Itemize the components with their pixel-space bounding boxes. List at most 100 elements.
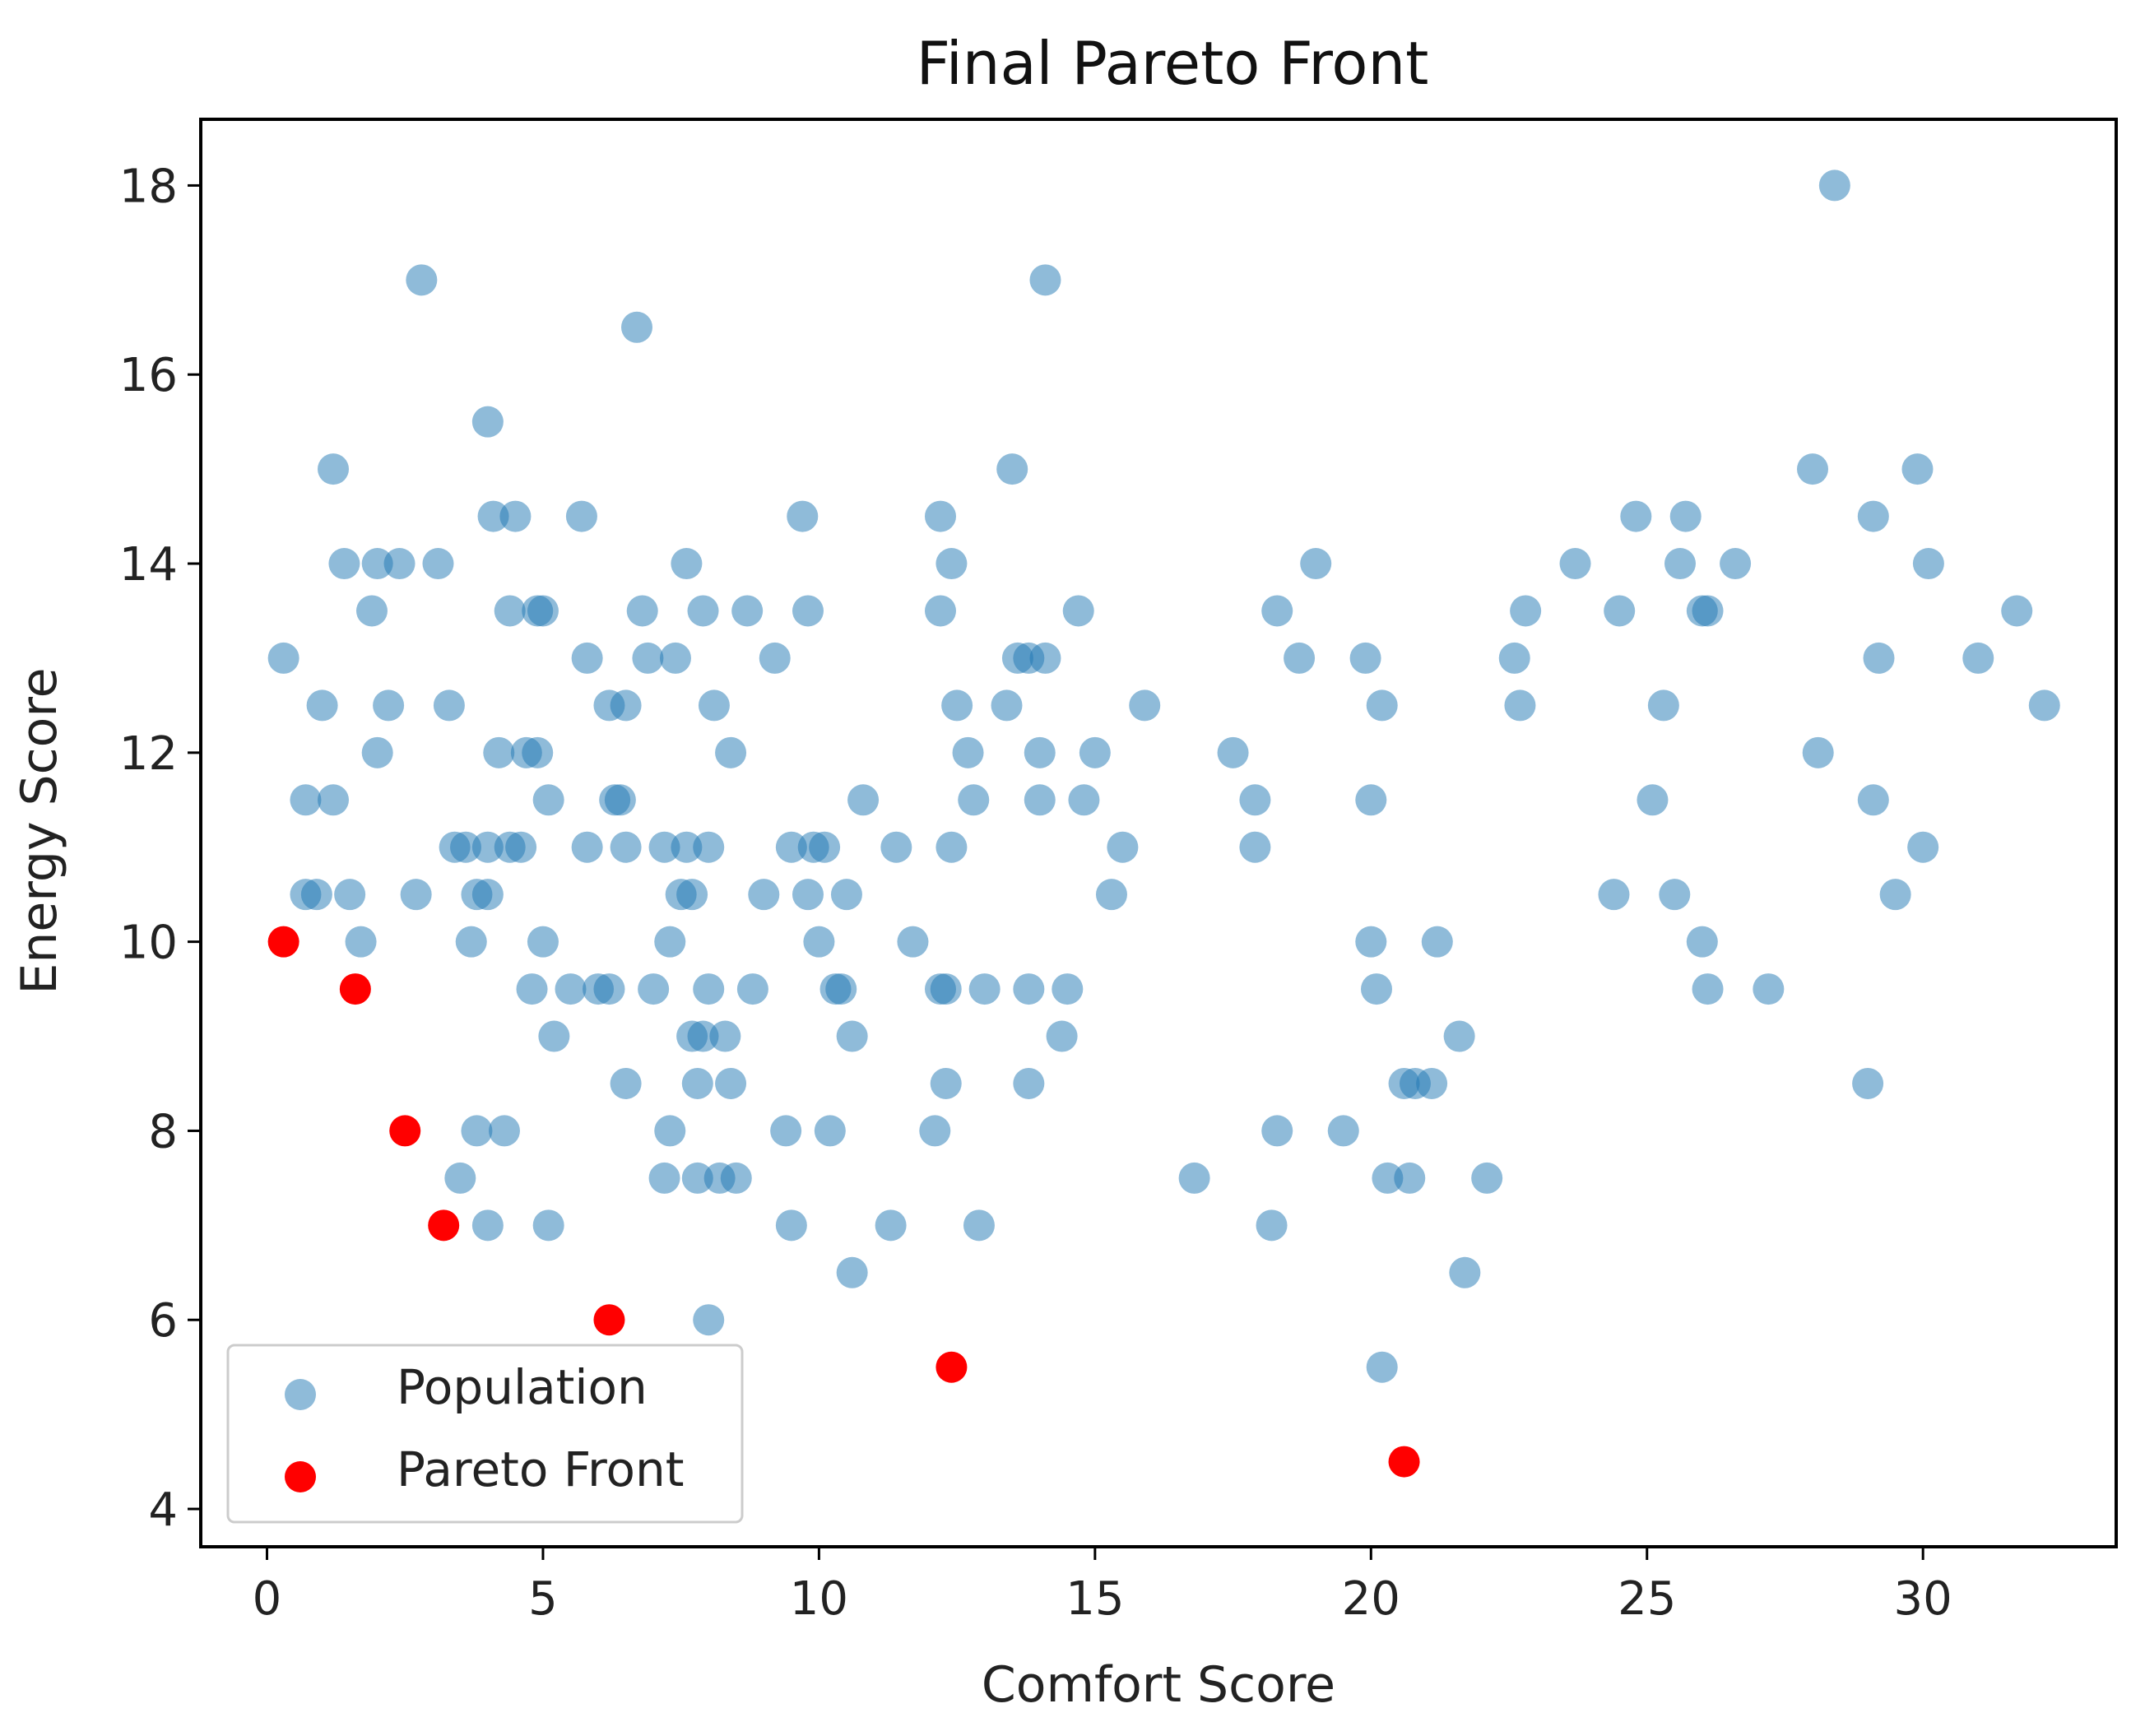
pareto-front-point	[1388, 1446, 1420, 1478]
x-tick-label: 5	[528, 1572, 558, 1626]
population-point	[698, 689, 730, 722]
population-point	[936, 548, 968, 580]
population-point	[847, 784, 880, 816]
population-point	[1029, 642, 1061, 674]
population-point	[709, 1020, 741, 1052]
population-point	[676, 879, 708, 911]
population-point	[626, 595, 658, 627]
population-point	[593, 973, 625, 1005]
population-point	[830, 879, 862, 911]
population-point	[1355, 784, 1387, 816]
population-point	[555, 973, 587, 1005]
population-point	[610, 1067, 642, 1099]
population-point	[1355, 926, 1387, 958]
series-pareto-front	[267, 926, 1420, 1478]
population-point	[532, 1209, 564, 1242]
population-point	[1239, 784, 1271, 816]
legend-box	[226, 1344, 744, 1524]
population-point	[671, 831, 703, 863]
population-point	[1449, 1256, 1481, 1288]
chart-title: Final Pareto Front	[917, 29, 1429, 98]
population-point	[2028, 689, 2060, 722]
population-point	[527, 595, 559, 627]
population-point	[693, 1304, 725, 1336]
population-point	[1907, 831, 1939, 863]
population-point	[770, 1115, 802, 1147]
pareto-front-point	[936, 1351, 968, 1383]
y-tick-label: 6	[148, 1294, 178, 1348]
y-axis-label: Energy Score	[11, 667, 68, 994]
population-point	[693, 973, 725, 1005]
population-point	[471, 879, 504, 911]
population-point	[825, 973, 857, 1005]
population-point	[522, 736, 554, 768]
population-point	[527, 926, 559, 958]
population-point	[1261, 1115, 1293, 1147]
population-point	[720, 1162, 752, 1194]
x-axis-ticks: 0 5 10 15 20 25 30	[253, 1547, 1952, 1626]
pareto-front-point	[339, 973, 371, 1005]
population-point	[1013, 973, 1045, 1005]
population-point	[1394, 1162, 1426, 1194]
population-point	[632, 642, 664, 674]
population-point	[1753, 973, 1785, 1005]
population-point	[406, 264, 438, 296]
legend-marker-pareto-front	[285, 1461, 316, 1492]
population-point	[422, 548, 454, 580]
population-point	[1029, 264, 1061, 296]
y-axis-ticks: 4 6 8 10 12 14 16 18	[119, 160, 201, 1537]
x-tick-label: 25	[1618, 1572, 1676, 1626]
population-point	[1669, 500, 1702, 532]
population-point	[1095, 879, 1127, 911]
population-point	[1068, 784, 1100, 816]
population-point	[693, 831, 725, 863]
population-point	[571, 831, 603, 863]
population-point	[1962, 642, 1994, 674]
population-point	[681, 1162, 713, 1194]
population-point	[736, 973, 768, 1005]
population-point	[638, 973, 670, 1005]
population-point	[345, 926, 377, 958]
population-point	[2001, 595, 2033, 627]
population-point	[610, 831, 642, 863]
population-point	[1361, 973, 1393, 1005]
population-point	[1471, 1162, 1503, 1194]
population-point	[1863, 642, 1895, 674]
population-point	[919, 1115, 951, 1147]
population-point	[1604, 595, 1636, 627]
x-axis-label: Comfort Score	[982, 1656, 1335, 1714]
population-point	[444, 1162, 476, 1194]
population-point	[952, 736, 984, 768]
population-point	[1637, 784, 1669, 816]
population-point	[963, 1209, 995, 1242]
population-point	[1421, 926, 1453, 958]
population-point	[1366, 1351, 1398, 1383]
legend-label-population: Population	[397, 1359, 648, 1415]
population-point	[1818, 169, 1850, 202]
series-population	[267, 169, 2060, 1383]
population-point	[936, 831, 968, 863]
population-point	[1559, 548, 1591, 580]
population-point	[958, 784, 990, 816]
population-point	[1797, 453, 1829, 485]
population-point	[775, 831, 807, 863]
population-point	[516, 973, 548, 1005]
population-point	[1647, 689, 1679, 722]
population-point	[1024, 736, 1056, 768]
population-point	[1504, 689, 1536, 722]
pareto-front-point	[593, 1304, 625, 1336]
y-tick-label: 4	[148, 1483, 178, 1537]
population-point	[1261, 595, 1293, 627]
x-tick-label: 10	[790, 1572, 848, 1626]
plot-frame	[199, 118, 2118, 1548]
y-tick-label: 16	[119, 349, 178, 402]
population-point	[290, 784, 322, 816]
y-tick-label: 12	[119, 727, 178, 781]
population-point	[400, 879, 432, 911]
population-point	[681, 1067, 713, 1099]
population-point	[731, 595, 764, 627]
population-point	[787, 500, 819, 532]
population-point	[1107, 831, 1139, 863]
population-point	[1366, 689, 1398, 722]
population-point	[505, 831, 537, 863]
